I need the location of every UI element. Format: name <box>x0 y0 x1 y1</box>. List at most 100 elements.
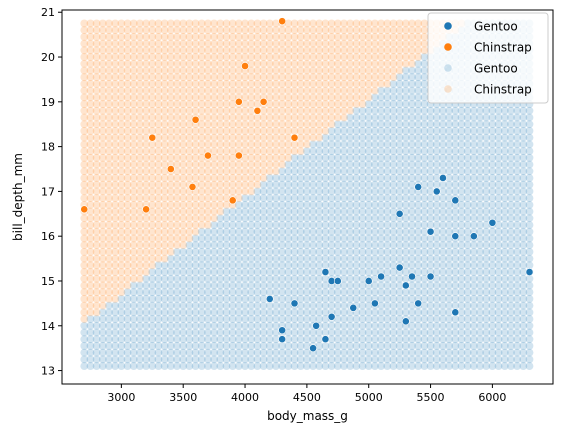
decision-grid-point <box>395 140 404 149</box>
decision-grid-point <box>494 194 503 203</box>
decision-grid-point <box>377 153 385 162</box>
decision-grid-point <box>302 32 311 41</box>
decision-grid-point <box>395 281 404 290</box>
decision-grid-point <box>482 127 491 135</box>
decision-grid-point <box>148 221 157 229</box>
decision-grid-point <box>166 59 175 68</box>
decision-grid-point <box>395 321 404 330</box>
decision-grid-point <box>463 355 472 364</box>
decision-grid-point <box>136 167 144 176</box>
decision-grid-point <box>358 241 367 250</box>
decision-grid-point <box>383 46 392 55</box>
decision-grid-point <box>265 335 274 344</box>
decision-grid-point <box>265 180 274 189</box>
decision-grid-point <box>154 348 163 357</box>
decision-grid-point <box>290 321 299 330</box>
decision-grid-point <box>80 234 89 243</box>
decision-grid-point <box>80 133 89 142</box>
decision-grid-point <box>327 348 336 357</box>
decision-grid-point <box>333 254 342 263</box>
decision-grid-point <box>346 214 355 223</box>
decision-grid-point <box>284 342 293 350</box>
decision-grid-point <box>86 187 95 196</box>
decision-grid-point <box>80 221 89 229</box>
decision-grid-point <box>241 207 249 216</box>
decision-grid-point <box>519 127 528 135</box>
decision-grid-point <box>426 133 435 142</box>
decision-grid-point <box>371 348 379 357</box>
decision-grid-point <box>241 140 249 149</box>
decision-grid-point <box>191 39 200 48</box>
decision-grid-point <box>321 66 330 75</box>
decision-grid-point <box>352 106 361 115</box>
decision-grid-point <box>241 301 249 310</box>
decision-grid-point <box>259 59 268 68</box>
decision-grid-point <box>302 274 311 283</box>
decision-grid-point <box>92 348 101 357</box>
decision-grid-point <box>358 194 367 203</box>
decision-grid-point <box>346 160 355 169</box>
decision-grid-point <box>117 247 126 256</box>
decision-grid-point <box>142 174 151 182</box>
decision-grid-point <box>98 127 107 135</box>
decision-grid-point <box>253 274 262 283</box>
decision-grid-point <box>191 174 200 182</box>
decision-grid-point <box>451 113 460 122</box>
decision-grid-point <box>315 120 324 129</box>
decision-grid-point <box>234 66 243 75</box>
decision-grid-point <box>234 200 243 209</box>
decision-grid-point <box>204 93 212 102</box>
decision-grid-point <box>98 73 107 82</box>
decision-grid-point <box>482 153 491 162</box>
decision-grid-point <box>482 234 491 243</box>
decision-grid-point <box>377 59 385 68</box>
decision-grid-point <box>136 301 144 310</box>
decision-grid-point <box>284 187 293 196</box>
decision-grid-point <box>469 106 478 115</box>
decision-grid-point <box>309 46 317 55</box>
decision-grid-point <box>142 281 151 290</box>
decision-grid-point <box>160 355 169 364</box>
decision-grid-point <box>309 80 317 88</box>
decision-grid-point <box>259 335 268 344</box>
decision-grid-point <box>519 214 528 223</box>
decision-grid-point <box>333 247 342 256</box>
decision-grid-point <box>80 247 89 256</box>
decision-grid-point <box>457 120 466 129</box>
decision-grid-point <box>432 174 441 182</box>
decision-grid-point <box>352 120 361 129</box>
decision-grid-point <box>173 80 181 88</box>
decision-grid-point <box>253 100 262 108</box>
decision-grid-point <box>488 207 497 216</box>
decision-grid-point <box>414 100 423 108</box>
decision-grid-point <box>296 174 305 182</box>
decision-grid-point <box>117 32 126 41</box>
decision-grid-point <box>432 281 441 290</box>
decision-grid-point <box>482 160 491 169</box>
decision-grid-point <box>98 133 107 142</box>
decision-grid-point <box>420 355 429 364</box>
decision-grid-point <box>482 348 491 357</box>
decision-grid-point <box>358 274 367 283</box>
decision-grid-point <box>395 288 404 297</box>
decision-grid-point <box>451 214 460 223</box>
decision-grid-point <box>111 221 120 229</box>
decision-grid-point <box>92 127 101 135</box>
decision-grid-point <box>302 53 311 61</box>
decision-grid-point <box>507 174 515 182</box>
decision-grid-point <box>179 315 188 323</box>
decision-grid-point <box>377 315 385 323</box>
decision-grid-point <box>92 281 101 290</box>
decision-grid-point <box>222 362 231 370</box>
decision-grid-point <box>507 301 515 310</box>
decision-grid-point <box>321 342 330 350</box>
decision-grid-point <box>204 261 212 270</box>
decision-grid-point <box>272 247 280 256</box>
decision-grid-point <box>482 281 491 290</box>
decision-grid-point <box>315 80 324 88</box>
decision-grid-point <box>500 268 509 276</box>
decision-grid-point <box>463 167 472 176</box>
decision-grid-point <box>173 73 181 82</box>
decision-grid-point <box>352 194 361 203</box>
decision-grid-point <box>346 348 355 357</box>
